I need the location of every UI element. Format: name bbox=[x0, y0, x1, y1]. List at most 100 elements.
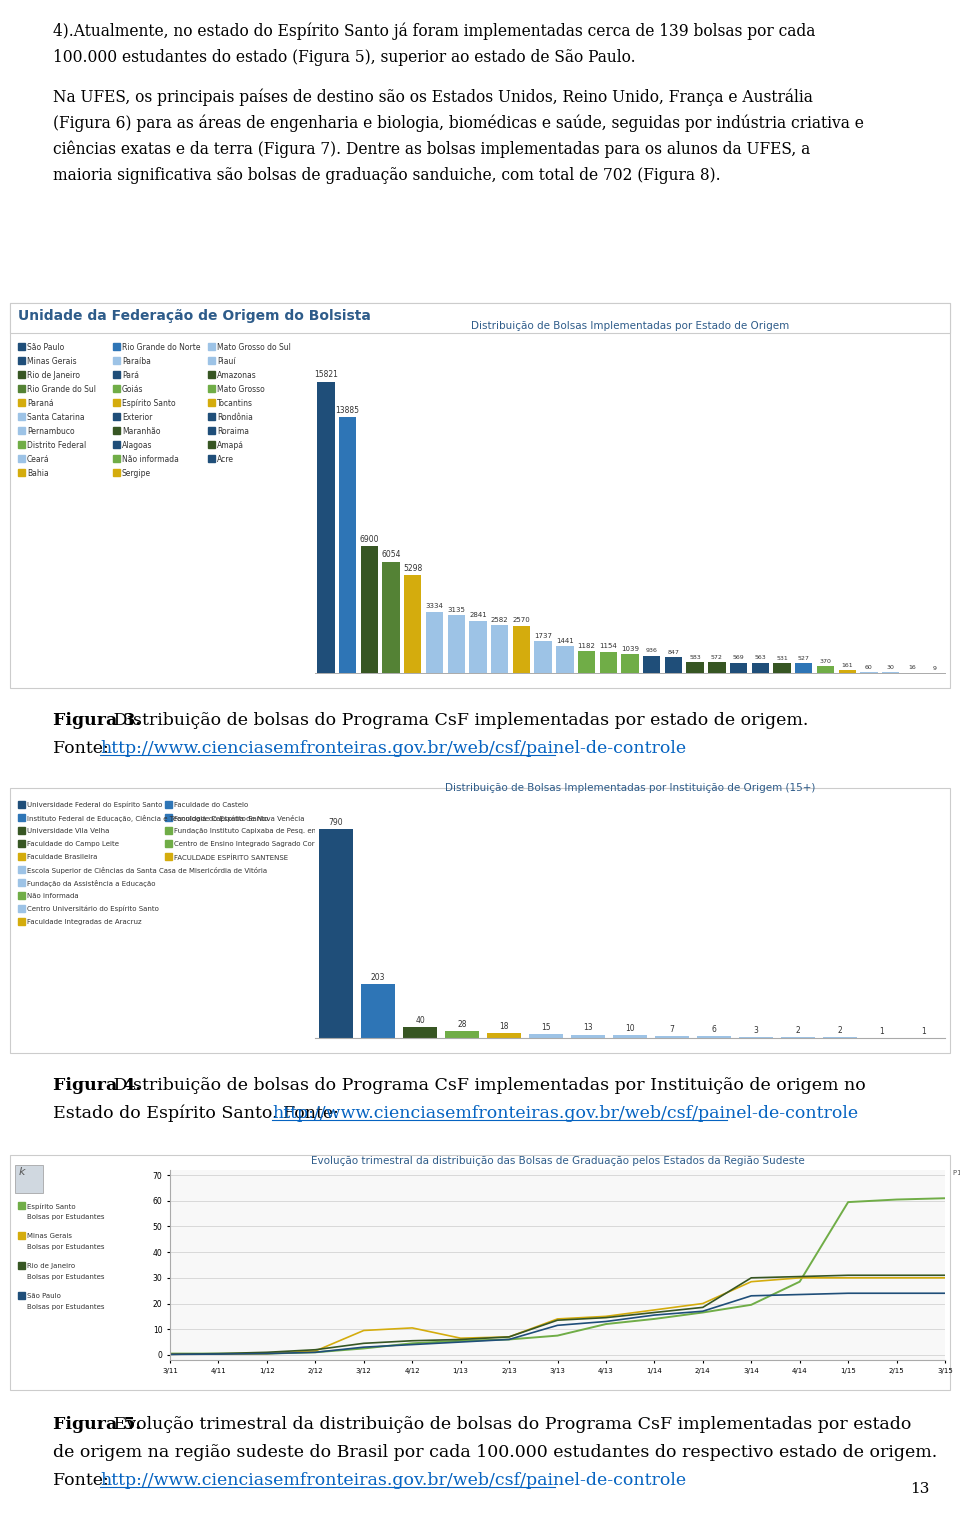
Bar bbox=[643, 656, 660, 672]
Text: Na UFES, os principais países de destino são os Estados Unidos, Reino Unido, Fra: Na UFES, os principais países de destino… bbox=[53, 90, 813, 106]
Bar bbox=[529, 1034, 563, 1038]
Text: 527: 527 bbox=[798, 656, 809, 660]
Bar bbox=[339, 417, 356, 672]
Text: 3: 3 bbox=[754, 1026, 758, 1035]
Text: 28: 28 bbox=[457, 1020, 467, 1029]
Bar bbox=[208, 442, 215, 448]
Text: Faculdade Integradas de Aracruz: Faculdade Integradas de Aracruz bbox=[27, 918, 142, 924]
Text: 370: 370 bbox=[820, 659, 831, 663]
Text: Fundação Instituto Capixaba de Pesq. em Contabilidade, Economia: Fundação Instituto Capixaba de Pesq. em … bbox=[174, 827, 407, 833]
Bar bbox=[18, 1261, 25, 1269]
Bar bbox=[18, 413, 25, 420]
Bar bbox=[469, 621, 487, 672]
Bar bbox=[664, 657, 683, 672]
Text: 569: 569 bbox=[732, 656, 745, 660]
Bar bbox=[165, 853, 172, 861]
Text: 13: 13 bbox=[911, 1482, 930, 1497]
Bar bbox=[208, 343, 215, 351]
Text: 100.000 estudantes do estado (Figura 5), superior ao estado de São Paulo.: 100.000 estudantes do estado (Figura 5),… bbox=[53, 49, 636, 65]
Text: 30: 30 bbox=[887, 665, 895, 669]
Text: Faculdade Brasileira: Faculdade Brasileira bbox=[27, 855, 97, 861]
Text: Exterior: Exterior bbox=[122, 413, 153, 422]
Bar bbox=[18, 879, 25, 887]
Bar bbox=[491, 625, 509, 672]
Bar bbox=[621, 654, 638, 672]
Bar bbox=[18, 893, 25, 899]
Text: 1182: 1182 bbox=[578, 644, 595, 648]
Bar bbox=[18, 386, 25, 392]
Bar bbox=[208, 386, 215, 392]
Text: ciências exatas e da terra (Figura 7). Dentre as bolsas implementadas para os al: ciências exatas e da terra (Figura 7). D… bbox=[53, 141, 810, 158]
Bar bbox=[513, 625, 530, 672]
Text: Amapá: Amapá bbox=[217, 442, 244, 449]
Text: Pernambuco: Pernambuco bbox=[27, 427, 75, 436]
Text: 1039: 1039 bbox=[621, 645, 639, 651]
Text: Fonte:: Fonte: bbox=[53, 739, 114, 757]
Bar bbox=[208, 427, 215, 434]
Text: 1441: 1441 bbox=[556, 638, 574, 644]
Bar bbox=[817, 666, 834, 672]
Bar bbox=[113, 455, 120, 461]
Bar bbox=[18, 399, 25, 405]
Bar bbox=[113, 386, 120, 392]
Bar bbox=[382, 562, 399, 672]
Bar bbox=[113, 469, 120, 477]
Bar bbox=[18, 865, 25, 873]
Text: Alagoas: Alagoas bbox=[122, 442, 153, 449]
Bar bbox=[18, 839, 25, 847]
Bar bbox=[426, 612, 444, 672]
Text: Estado do Espírito Santo. Fonte:: Estado do Espírito Santo. Fonte: bbox=[53, 1105, 345, 1122]
Text: Figura 5.: Figura 5. bbox=[53, 1416, 141, 1433]
Bar bbox=[403, 1028, 437, 1038]
Bar bbox=[18, 343, 25, 351]
Text: Faculdade do Campo Leite: Faculdade do Campo Leite bbox=[27, 841, 119, 847]
Bar bbox=[113, 413, 120, 420]
Bar bbox=[18, 918, 25, 924]
Text: Bolsas por Estudantes: Bolsas por Estudantes bbox=[27, 1243, 105, 1249]
Bar bbox=[774, 663, 791, 672]
Text: Rio de Janeiro: Rio de Janeiro bbox=[27, 370, 80, 380]
Bar bbox=[18, 427, 25, 434]
Text: k: k bbox=[19, 1167, 26, 1176]
Text: FACULDADE ESPÍRITO SANTENSE: FACULDADE ESPÍRITO SANTENSE bbox=[174, 855, 288, 861]
Bar bbox=[208, 455, 215, 461]
Text: Figura 4.: Figura 4. bbox=[53, 1076, 141, 1094]
Bar bbox=[208, 413, 215, 420]
Text: Piauí: Piauí bbox=[217, 357, 235, 366]
Bar bbox=[445, 1031, 479, 1038]
Bar bbox=[655, 1037, 689, 1038]
Bar bbox=[556, 647, 573, 672]
Text: Bolsas por Estudantes: Bolsas por Estudantes bbox=[27, 1214, 105, 1220]
Bar bbox=[208, 399, 215, 405]
Text: Bahia: Bahia bbox=[27, 469, 49, 478]
Text: Bolsas por Estudantes: Bolsas por Estudantes bbox=[27, 1304, 105, 1310]
Text: 2582: 2582 bbox=[491, 618, 509, 622]
Bar bbox=[165, 802, 172, 808]
Text: Figura 3.: Figura 3. bbox=[53, 712, 141, 729]
Bar bbox=[795, 663, 812, 672]
Text: Minas Gerais: Minas Gerais bbox=[27, 1233, 72, 1239]
Bar bbox=[208, 357, 215, 364]
Text: Rio de Janeiro: Rio de Janeiro bbox=[27, 1263, 75, 1269]
Text: 2570: 2570 bbox=[513, 618, 530, 624]
Text: http://www.cienciasemfronteiras.gov.br/web/csf/painel-de-controle: http://www.cienciasemfronteiras.gov.br/w… bbox=[100, 739, 686, 757]
Bar bbox=[18, 853, 25, 861]
Text: 16: 16 bbox=[908, 665, 916, 671]
Text: Minas Gerais: Minas Gerais bbox=[27, 357, 77, 366]
Text: Evolução trimestral da distribuição das Bolsas de Graduação pelos Estados da Reg: Evolução trimestral da distribuição das … bbox=[311, 1157, 804, 1166]
Bar bbox=[113, 442, 120, 448]
Text: São Paulo: São Paulo bbox=[27, 1293, 60, 1299]
Text: 4).Atualmente, no estado do Espírito Santo já foram implementadas cerca de 139 b: 4).Atualmente, no estado do Espírito San… bbox=[53, 23, 815, 41]
Bar bbox=[752, 663, 769, 672]
Text: Ceará: Ceará bbox=[27, 455, 50, 465]
Bar bbox=[600, 651, 617, 672]
Text: 13: 13 bbox=[583, 1023, 593, 1032]
FancyBboxPatch shape bbox=[10, 304, 950, 332]
Bar bbox=[113, 370, 120, 378]
Bar bbox=[730, 662, 747, 672]
Text: 1: 1 bbox=[922, 1026, 926, 1035]
Bar bbox=[317, 381, 334, 672]
Text: Faculdade Capixaba de Nova Venécia: Faculdade Capixaba de Nova Venécia bbox=[174, 815, 304, 823]
Text: 13885: 13885 bbox=[336, 405, 360, 414]
Text: Unidade da Federação de Origem do Bolsista: Unidade da Federação de Origem do Bolsis… bbox=[18, 310, 371, 323]
